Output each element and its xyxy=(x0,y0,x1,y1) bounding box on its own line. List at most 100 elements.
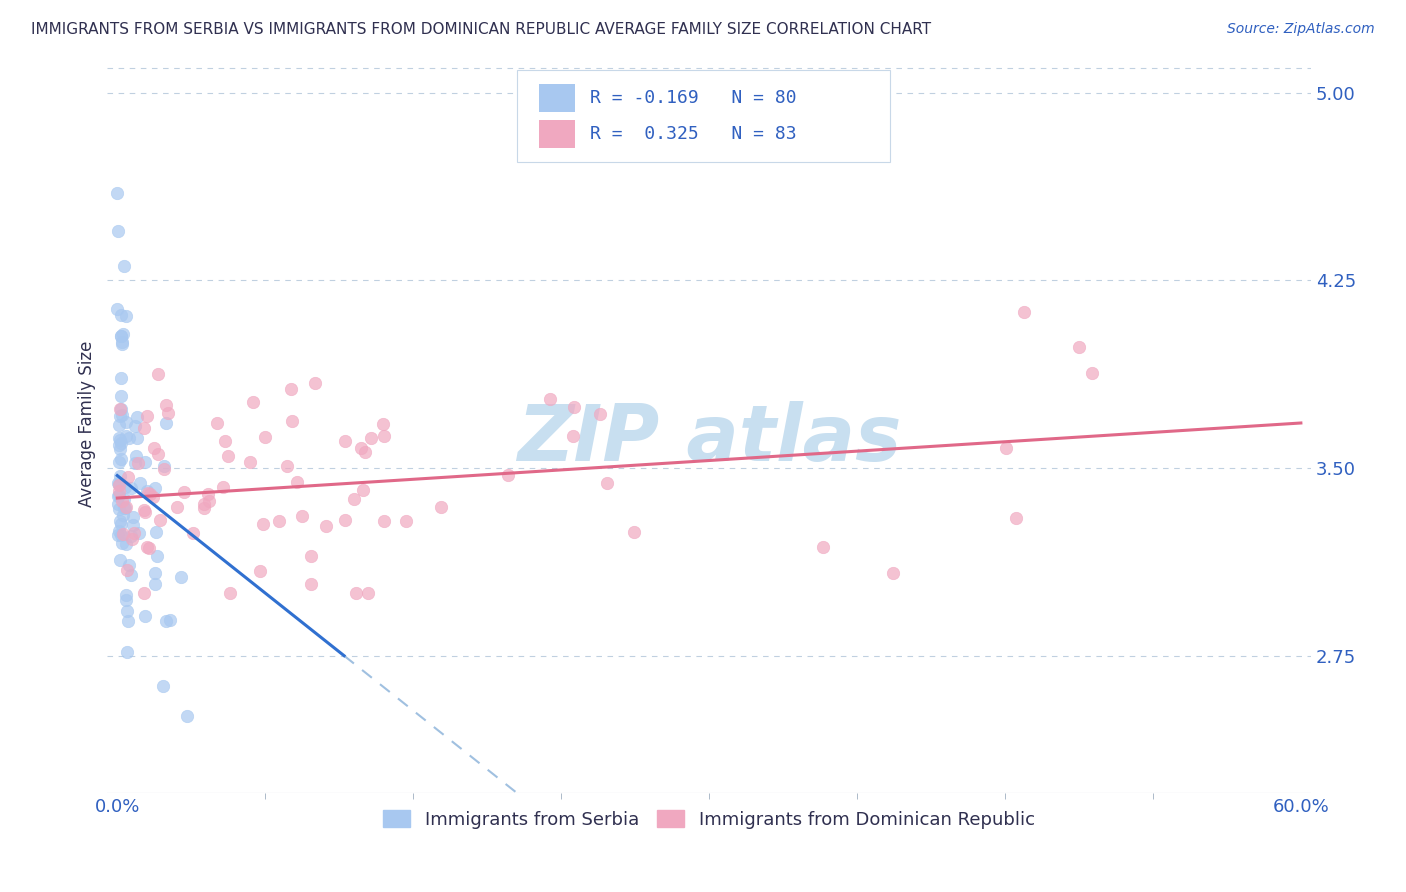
Point xyxy=(357,586,380,600)
Text: ZIP atlas: ZIP atlas xyxy=(517,401,901,477)
Point xyxy=(155,614,177,628)
Point xyxy=(352,483,374,497)
Point xyxy=(155,416,177,430)
Point xyxy=(138,541,160,555)
Point xyxy=(107,301,129,316)
Point xyxy=(124,456,146,470)
Point xyxy=(538,392,561,406)
Point xyxy=(111,536,134,550)
Point xyxy=(252,517,274,532)
Point xyxy=(107,417,129,432)
Point xyxy=(373,417,395,432)
Point xyxy=(276,458,298,473)
Point xyxy=(115,645,138,659)
Point xyxy=(159,613,181,627)
FancyBboxPatch shape xyxy=(540,120,575,148)
Point xyxy=(114,501,136,516)
FancyBboxPatch shape xyxy=(540,84,575,112)
Point xyxy=(217,449,239,463)
Point xyxy=(112,508,135,522)
Point xyxy=(125,449,148,463)
Point xyxy=(562,400,585,414)
Point xyxy=(333,434,356,449)
Point xyxy=(146,367,169,381)
Point xyxy=(114,500,136,514)
Point xyxy=(170,569,193,583)
Point xyxy=(115,588,138,602)
Point xyxy=(335,513,357,527)
Point xyxy=(114,415,136,429)
Point xyxy=(153,461,176,475)
Point xyxy=(155,398,177,412)
Point xyxy=(132,586,155,600)
Point xyxy=(344,586,367,600)
Point xyxy=(110,329,132,343)
Point xyxy=(134,505,156,519)
Point xyxy=(121,532,143,546)
Legend: Immigrants from Serbia, Immigrants from Dominican Republic: Immigrants from Serbia, Immigrants from … xyxy=(377,803,1042,836)
Point xyxy=(350,441,373,455)
Point xyxy=(173,485,195,500)
Text: Source: ZipAtlas.com: Source: ZipAtlas.com xyxy=(1227,22,1375,37)
Point xyxy=(117,563,139,577)
Point xyxy=(112,492,135,507)
Text: R =  0.325   N = 83: R = 0.325 N = 83 xyxy=(591,125,797,143)
Point xyxy=(1005,511,1028,525)
Point xyxy=(219,586,242,600)
Point xyxy=(108,401,131,416)
Point xyxy=(315,519,337,533)
Point xyxy=(156,406,179,420)
Point xyxy=(197,486,219,500)
Point xyxy=(117,470,139,484)
Point xyxy=(249,564,271,578)
Point xyxy=(166,500,188,515)
Point xyxy=(148,447,170,461)
Point xyxy=(395,514,418,528)
Point xyxy=(122,509,145,524)
Point xyxy=(239,455,262,469)
Point xyxy=(149,513,172,527)
Point xyxy=(114,480,136,494)
Point xyxy=(110,516,132,531)
Point xyxy=(143,481,166,495)
Point xyxy=(115,310,138,324)
Point xyxy=(111,327,134,342)
Point xyxy=(108,442,131,457)
Point xyxy=(1067,340,1090,354)
Point xyxy=(108,455,131,469)
Point xyxy=(193,500,215,515)
Point xyxy=(153,458,176,473)
Point xyxy=(128,526,150,541)
Point xyxy=(145,525,167,540)
Point xyxy=(115,429,138,443)
Point xyxy=(108,409,131,423)
Point xyxy=(111,494,134,508)
Point xyxy=(143,441,166,455)
Point xyxy=(205,417,228,431)
Point xyxy=(134,608,156,623)
Point xyxy=(280,383,302,397)
Point xyxy=(291,509,314,524)
Point xyxy=(127,457,149,471)
Point xyxy=(110,308,132,322)
Point xyxy=(110,527,132,541)
Point xyxy=(107,528,129,542)
Point xyxy=(176,709,198,723)
Point xyxy=(127,431,149,445)
Point xyxy=(285,475,308,490)
Point xyxy=(107,476,129,491)
Point xyxy=(117,615,139,629)
Point xyxy=(108,514,131,528)
Point xyxy=(299,577,322,591)
Point xyxy=(1081,366,1104,380)
Point xyxy=(107,224,129,238)
Y-axis label: Average Family Size: Average Family Size xyxy=(79,341,96,508)
Point xyxy=(124,419,146,434)
Point xyxy=(146,549,169,564)
Point xyxy=(811,541,834,555)
Point xyxy=(211,480,233,494)
Point xyxy=(122,526,145,541)
Point xyxy=(561,429,583,443)
Point xyxy=(139,487,162,501)
Point xyxy=(108,438,131,452)
